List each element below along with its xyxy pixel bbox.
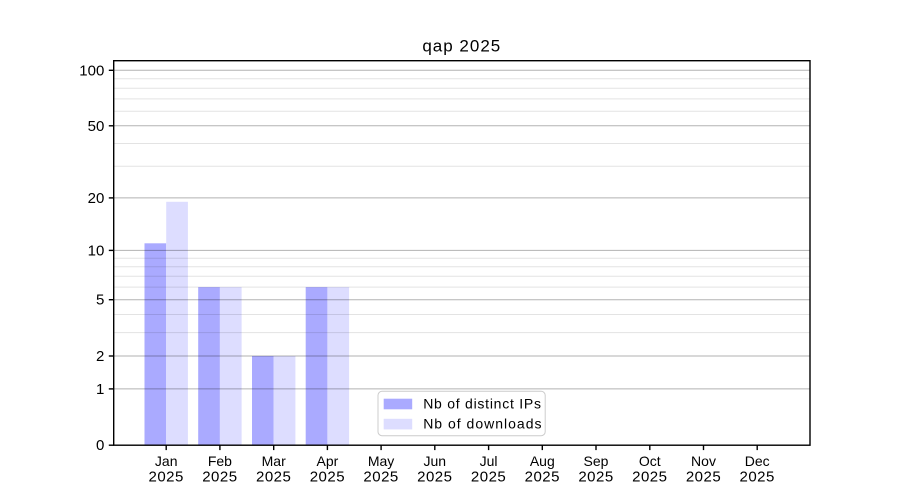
svg-text:2025: 2025 bbox=[417, 469, 452, 486]
svg-text:Oct: Oct bbox=[639, 453, 661, 469]
svg-text:Feb: Feb bbox=[208, 453, 232, 469]
svg-text:50: 50 bbox=[88, 118, 105, 135]
svg-text:5: 5 bbox=[96, 292, 104, 309]
svg-text:Nb of distinct IPs: Nb of distinct IPs bbox=[423, 396, 542, 412]
svg-text:0: 0 bbox=[96, 437, 104, 454]
svg-text:2025: 2025 bbox=[632, 469, 667, 486]
svg-text:Sep: Sep bbox=[584, 453, 609, 469]
svg-text:qap 2025: qap 2025 bbox=[422, 36, 501, 55]
svg-text:20: 20 bbox=[88, 190, 105, 207]
svg-text:Apr: Apr bbox=[317, 453, 339, 469]
svg-text:Mar: Mar bbox=[262, 453, 286, 469]
svg-text:Jun: Jun bbox=[424, 453, 447, 469]
svg-text:2025: 2025 bbox=[471, 469, 506, 486]
svg-text:10: 10 bbox=[88, 242, 105, 259]
svg-text:Jan: Jan bbox=[155, 453, 178, 469]
svg-text:100: 100 bbox=[79, 62, 104, 79]
svg-text:2025: 2025 bbox=[740, 469, 775, 486]
svg-text:2025: 2025 bbox=[202, 469, 237, 486]
svg-text:2: 2 bbox=[96, 348, 104, 365]
svg-text:Aug: Aug bbox=[530, 453, 555, 469]
svg-text:2025: 2025 bbox=[149, 469, 184, 486]
svg-text:Nb of downloads: Nb of downloads bbox=[423, 416, 542, 432]
svg-text:2025: 2025 bbox=[525, 469, 560, 486]
svg-text:Dec: Dec bbox=[745, 453, 770, 469]
svg-text:2025: 2025 bbox=[686, 469, 721, 486]
svg-text:May: May bbox=[368, 453, 394, 469]
svg-text:1: 1 bbox=[96, 381, 104, 398]
svg-text:2025: 2025 bbox=[578, 469, 613, 486]
svg-text:2025: 2025 bbox=[256, 469, 291, 486]
svg-text:Jul: Jul bbox=[480, 453, 498, 469]
svg-text:2025: 2025 bbox=[363, 469, 398, 486]
svg-text:2025: 2025 bbox=[310, 469, 345, 486]
svg-text:Nov: Nov bbox=[691, 453, 716, 469]
